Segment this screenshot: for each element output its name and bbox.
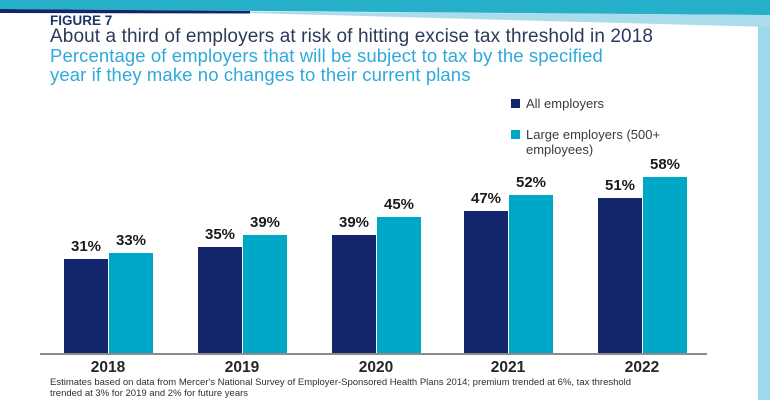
- bar-2018-large-employers: [109, 253, 153, 353]
- bar-value-label: 35%: [204, 226, 236, 243]
- chart-title: About a third of employers at risk of hi…: [50, 26, 654, 47]
- legend-label: All employers: [526, 96, 605, 111]
- footnote: Estimates based on data from Mercer's Na…: [50, 377, 631, 399]
- bar-value-label: 45%: [383, 196, 415, 213]
- x-axis-tick-label: 2019: [224, 359, 260, 376]
- legend: All employers Large employers (500+ emplo…: [511, 96, 694, 173]
- header-navy-line: [0, 9, 250, 14]
- header-teal-band: [0, 0, 770, 15]
- x-axis-line: [40, 353, 707, 355]
- legend-swatch-icon: [511, 99, 520, 108]
- bar-2020-large-employers: [377, 217, 421, 353]
- x-axis-tick-label: 2021: [490, 359, 526, 376]
- bar-2020-all-employers: [332, 235, 376, 353]
- right-edge-stripe: [758, 0, 770, 400]
- header-light-band: [90, 10, 770, 27]
- bar-2021-large-employers: [509, 195, 553, 353]
- bar-value-label: 52%: [515, 174, 547, 191]
- bar-2019-all-employers: [198, 247, 242, 353]
- bar-value-label: 58%: [649, 156, 681, 173]
- bar-value-label: 39%: [249, 214, 281, 231]
- bar-value-label: 47%: [470, 190, 502, 207]
- bar-2022-large-employers: [643, 177, 687, 353]
- footnote-line1: Estimates based on data from Mercer's Na…: [50, 377, 632, 388]
- bar-value-label: 33%: [115, 232, 147, 249]
- x-axis-tick-label: 2022: [624, 359, 660, 376]
- legend-item-1: Large employers (500+ employees): [511, 127, 694, 157]
- bar-value-label: 31%: [70, 238, 102, 255]
- bar-2022-all-employers: [598, 198, 642, 353]
- legend-item-0: All employers: [511, 96, 694, 111]
- chart-subtitle-line2: year if they make no changes to their cu…: [50, 64, 471, 85]
- bar-2018-all-employers: [64, 259, 108, 353]
- figure-label: FIGURE 7: [50, 13, 113, 28]
- bar-value-label: 51%: [604, 177, 636, 194]
- footnote-line2: trended at 3% for 2019 and 2% for future…: [50, 388, 249, 399]
- header-banner: [0, 0, 770, 27]
- chart-subtitle-line1: Percentage of employers that will be sub…: [50, 45, 603, 66]
- legend-label: Large employers (500+ employees): [526, 127, 661, 157]
- x-axis-tick-label: 2020: [358, 359, 394, 376]
- x-axis-tick-label: 2018: [90, 359, 126, 376]
- bar-2019-large-employers: [243, 235, 287, 353]
- legend-swatch-icon: [511, 130, 520, 139]
- chart-subtitle: Percentage of employers that will be sub…: [50, 46, 603, 84]
- bar-value-label: 39%: [338, 214, 370, 231]
- bar-2021-all-employers: [464, 211, 508, 353]
